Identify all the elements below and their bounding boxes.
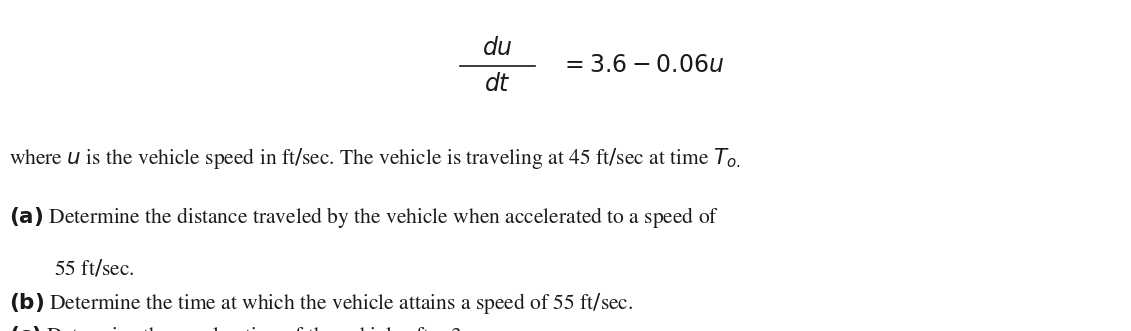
Text: 55 ft$/$sec.: 55 ft$/$sec. bbox=[54, 258, 135, 279]
Text: $\mathit{dt}$: $\mathit{dt}$ bbox=[484, 73, 511, 96]
Text: $\mathit{du}$: $\mathit{du}$ bbox=[482, 37, 513, 60]
Text: $\mathbf{(a)}$ Determine the distance traveled by the vehicle when accelerated t: $\mathbf{(a)}$ Determine the distance tr… bbox=[9, 205, 719, 230]
Text: where $\mathit{u}$ is the vehicle speed in ft$/$sec. The vehicle is traveling at: where $\mathit{u}$ is the vehicle speed … bbox=[9, 146, 741, 171]
Text: $\mathbf{(c)}$ Determine the acceleration of the vehicle after 3 sec.: $\mathbf{(c)}$ Determine the acceleratio… bbox=[9, 324, 500, 331]
Text: $\mathbf{(b)}$ Determine the time at which the vehicle attains a speed of 55 ft$: $\mathbf{(b)}$ Determine the time at whi… bbox=[9, 291, 633, 316]
Text: $= 3.6 - 0.06\mathit{u}$: $= 3.6 - 0.06\mathit{u}$ bbox=[560, 55, 724, 77]
